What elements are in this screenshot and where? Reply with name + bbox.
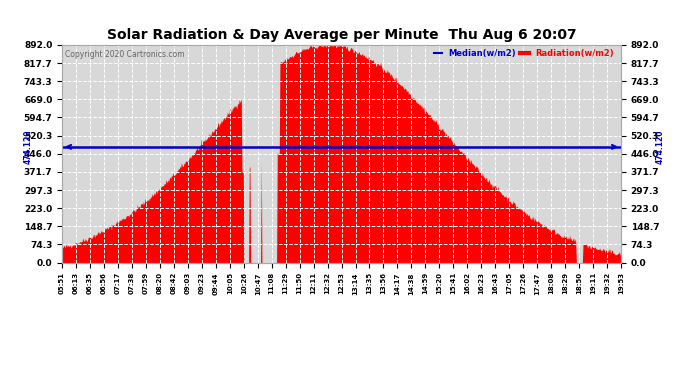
Title: Solar Radiation & Day Average per Minute  Thu Aug 6 20:07: Solar Radiation & Day Average per Minute… — [107, 28, 576, 42]
Text: 474.120: 474.120 — [656, 130, 664, 164]
Legend: Median(w/m2), Radiation(w/m2): Median(w/m2), Radiation(w/m2) — [433, 49, 614, 58]
Text: Copyright 2020 Cartronics.com: Copyright 2020 Cartronics.com — [65, 51, 184, 59]
Text: 474.120: 474.120 — [24, 130, 33, 164]
